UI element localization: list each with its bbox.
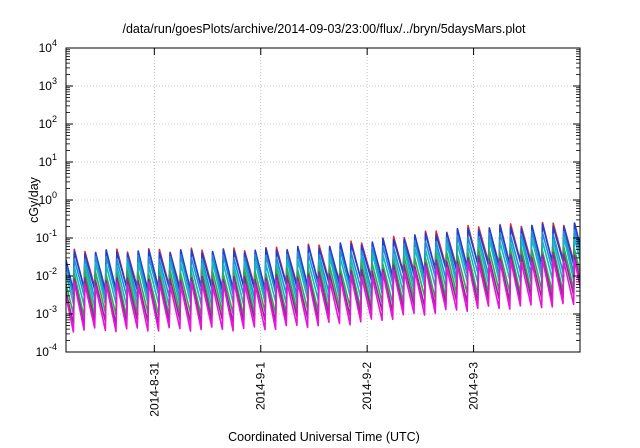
y-axis-label: cGy/day — [27, 176, 41, 223]
y-tick-labels: 10-4 10-3 10-2 10-1 100 101 102 103 104 — [36, 38, 57, 359]
y-tick-label: 10-3 — [36, 304, 57, 321]
x-tick-labels: 2014-8-31 2014-9-1 2014-9-2 2014-9-3 — [147, 362, 480, 417]
y-tick-label: 10-2 — [36, 266, 57, 283]
x-tick-label: 2014-9-3 — [467, 362, 481, 410]
x-tick-label: 2014-9-2 — [360, 362, 374, 410]
x-tick-label: 2014-8-31 — [147, 362, 161, 417]
y-tick-label: 103 — [39, 76, 57, 93]
y-tick-label: 102 — [39, 114, 57, 131]
x-tick-label: 2014-9-1 — [254, 362, 268, 410]
y-tick-label: 101 — [39, 152, 57, 169]
ticks — [66, 47, 580, 353]
y-tick-label: 104 — [39, 38, 57, 55]
y-tick-label: 10-4 — [36, 342, 57, 359]
x-axis-label: Coordinated Universal Time (UTC) — [228, 430, 420, 444]
y-tick-label: 10-1 — [36, 228, 57, 245]
series-layer — [66, 221, 580, 333]
y-tick-label: 100 — [39, 190, 57, 207]
series-line — [66, 258, 580, 333]
chart-title: /data/run/goesPlots/archive/2014-09-03/2… — [122, 22, 526, 36]
